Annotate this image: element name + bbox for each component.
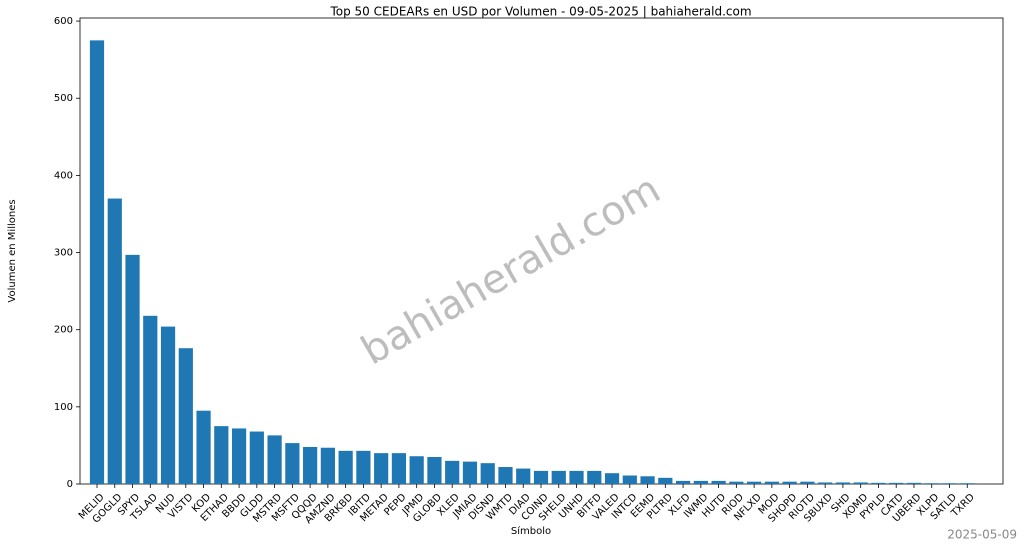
watermark: bahiaherald.com: [354, 166, 668, 374]
bar: [587, 470, 602, 484]
bar: [160, 326, 176, 484]
bar: [107, 198, 122, 484]
bar: [338, 450, 353, 484]
bar: [303, 446, 318, 484]
bar: [516, 468, 531, 484]
bar: [214, 426, 229, 484]
bar: [693, 480, 708, 484]
bar: [480, 463, 495, 484]
bar: [356, 450, 371, 484]
y-tick-label: 600: [54, 16, 73, 27]
bar: [640, 476, 655, 484]
bar: [533, 470, 549, 484]
bar: [622, 475, 637, 484]
x-axis-label: Símbolo: [511, 525, 551, 537]
bar: [285, 443, 300, 484]
bar: [249, 431, 264, 484]
bar: [427, 456, 442, 484]
bar: [445, 460, 460, 484]
y-tick-label: 500: [54, 93, 73, 104]
bar: [906, 482, 922, 484]
bar: [267, 435, 282, 484]
bar: [409, 456, 424, 484]
bar: [960, 483, 975, 484]
bar: [462, 461, 478, 484]
bar: [143, 315, 158, 484]
y-tick-label: 200: [54, 325, 73, 336]
bar: [196, 410, 211, 484]
bar: [320, 447, 335, 484]
date-stamp: 2025-05-09: [947, 528, 1017, 542]
bar: [658, 477, 673, 484]
y-tick-label: 100: [54, 402, 73, 413]
bar: [853, 482, 868, 484]
bar: [924, 483, 939, 484]
bar: [569, 470, 584, 484]
bar: [782, 481, 797, 484]
bar: [835, 482, 851, 484]
bar: [942, 483, 957, 484]
bar: [675, 480, 691, 484]
bar: [374, 453, 389, 484]
bar: [871, 482, 886, 484]
bar: [889, 482, 904, 484]
bar: [551, 470, 566, 484]
y-axis-label: Volumen en Millones: [7, 199, 18, 302]
bar: [498, 467, 513, 484]
chart-title: Top 50 CEDEARs en USD por Volumen - 09-0…: [329, 5, 751, 19]
bar: [747, 481, 762, 484]
bar: [711, 480, 726, 484]
bar: [125, 254, 140, 484]
bar: [729, 481, 744, 484]
bar: [391, 453, 407, 484]
bar: [178, 348, 193, 484]
bar: [818, 482, 833, 484]
bar: [89, 40, 105, 484]
y-tick-label: 400: [54, 170, 73, 181]
bar: [231, 428, 247, 484]
y-tick-label: 0: [67, 479, 73, 490]
bar: [604, 473, 620, 484]
bar: [764, 481, 779, 484]
bar: [800, 481, 815, 484]
y-tick-label: 300: [54, 248, 73, 259]
